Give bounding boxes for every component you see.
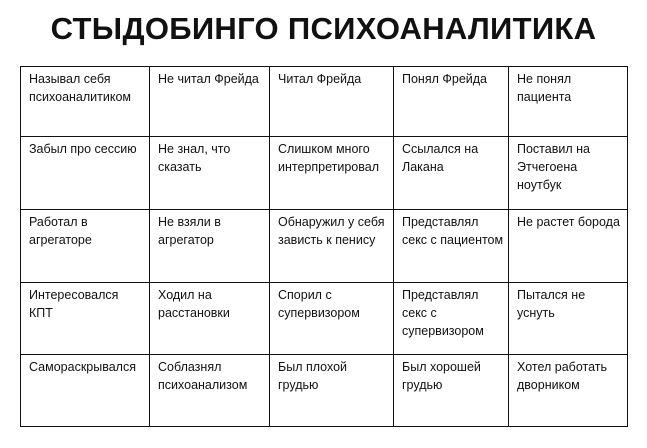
bingo-cell: Был хорошей грудью xyxy=(393,354,509,427)
bingo-cell: Поставил на Этчегоена ноутбук xyxy=(508,136,628,210)
bingo-cell: Интересовался КПТ xyxy=(20,282,150,355)
bingo-cell: Забыл про сессию xyxy=(20,136,150,210)
bingo-row: Называл себя психоаналитиком Не читал Фре… xyxy=(20,66,628,137)
bingo-cell: Слишком много интерпретировал xyxy=(269,136,394,210)
bingo-cell: Не знал, что сказать xyxy=(149,136,270,210)
bingo-cell: Спорил с супервизором xyxy=(269,282,394,355)
bingo-cell: Хотел работать дворником xyxy=(508,354,628,427)
bingo-row: Работал в агрегаторе Не взяли в агрегатор… xyxy=(20,209,628,283)
bingo-cell: Представлял секс с пациентом xyxy=(393,209,509,283)
bingo-row: Самораскрывался Соблазнял психоанализом Бы… xyxy=(20,354,628,427)
bingo-cell: Самораскрывался xyxy=(20,354,150,427)
bingo-cell: Не понял пациента xyxy=(508,66,628,137)
page-title: СТЫДОБИНГО ПСИХОАНАЛИТИКА xyxy=(50,11,597,46)
bingo-cell: Соблазнял психоанализом xyxy=(149,354,270,427)
bingo-cell: Не читал Фрейда xyxy=(149,66,270,137)
bingo-grid: Называл себя психоаналитиком Не читал Фре… xyxy=(20,66,628,427)
bingo-row: Интересовался КПТ Ходил на расстановки Спо… xyxy=(20,282,628,355)
bingo-cell: Работал в агрегаторе xyxy=(20,209,150,283)
bingo-cell: Понял Фрейда xyxy=(393,66,509,137)
bingo-cell: Не растет борода xyxy=(508,209,628,283)
bingo-cell: Пытался не уснуть xyxy=(508,282,628,355)
bingo-cell: Называл себя психоаналитиком xyxy=(20,66,150,137)
bingo-cell: Не взяли в агрегатор xyxy=(149,209,270,283)
bingo-cell: Представлял секс с супервизором xyxy=(393,282,509,355)
bingo-cell: Читал Фрейда xyxy=(269,66,394,137)
bingo-row: Забыл про сессию Не знал, что сказать Слиш… xyxy=(20,136,628,210)
bingo-cell: Ходил на расстановки xyxy=(149,282,270,355)
bingo-cell: Был плохой грудью xyxy=(269,354,394,427)
bingo-cell: Обнаружил у себя зависть к пенису xyxy=(269,209,394,283)
bingo-cell: Ссылался на Лакана xyxy=(393,136,509,210)
